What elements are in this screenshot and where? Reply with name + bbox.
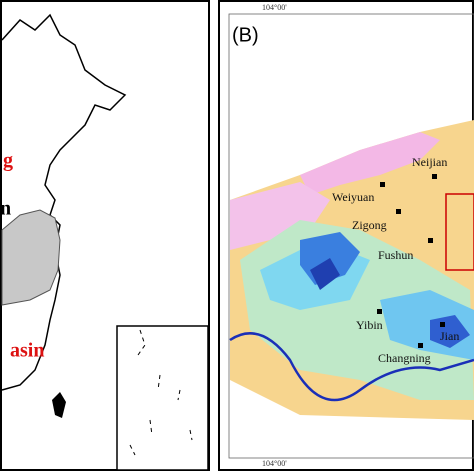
formation (310, 258, 340, 290)
city-label: Yibin (356, 318, 383, 332)
formation (300, 132, 440, 195)
island (52, 392, 66, 418)
coordinate-label: 104°00' (262, 459, 287, 468)
basin-area (1, 209, 61, 306)
city-label: Jian (440, 329, 459, 343)
inset-frame (116, 325, 209, 471)
boundary-line (229, 332, 474, 402)
left-map: g n asin (0, 0, 210, 471)
city-label: Fushun (378, 248, 413, 262)
study-area (445, 193, 474, 271)
coordinate-label: 104°00' (262, 3, 287, 12)
panel-label: (B) (232, 24, 259, 46)
map-label: n (0, 198, 11, 220)
map-label: g (3, 150, 13, 172)
map-frame (228, 13, 474, 459)
map-label: asin (10, 340, 44, 362)
city-label: Neijian (412, 155, 447, 169)
city-label: Changning (378, 351, 431, 365)
city-markers (377, 174, 445, 348)
right-map: 104°00' 104°00' (B) Weiyuan Neijian Zigo… (218, 0, 474, 471)
city-label: Weiyuan (332, 190, 374, 204)
formation (230, 182, 330, 250)
city-label: Zigong (352, 218, 387, 232)
coastline (1, 13, 127, 391)
